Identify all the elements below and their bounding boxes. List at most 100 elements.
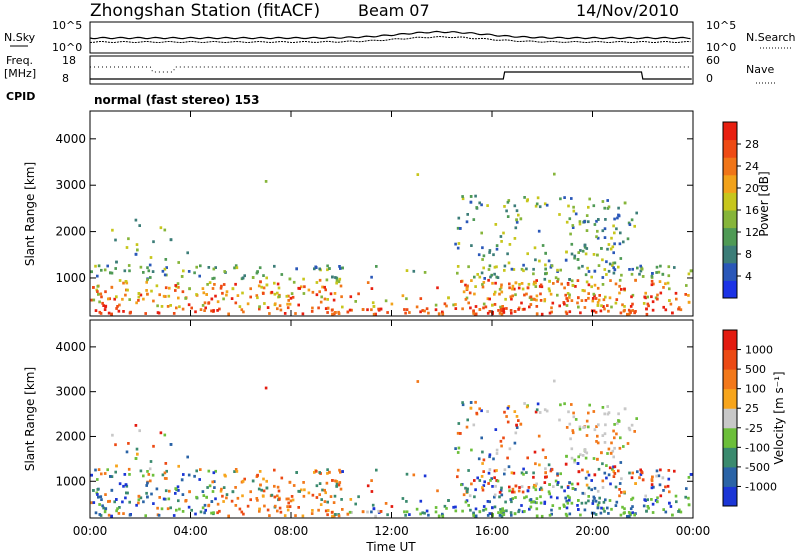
range-gate-cell	[631, 302, 634, 306]
range-gate-cell	[650, 486, 654, 490]
range-gate-cell	[108, 499, 111, 503]
range-gate-cell	[505, 209, 508, 213]
range-gate-cell	[493, 505, 497, 509]
range-gate-cell	[315, 484, 319, 488]
range-gate-cell	[210, 309, 213, 313]
power-y-axis-label: Slant Range [km]	[23, 162, 37, 266]
range-gate-cell	[556, 481, 560, 484]
range-gate-cell	[488, 264, 492, 268]
range-gate-cell	[568, 310, 572, 314]
range-gate-cell	[535, 482, 538, 486]
range-gate-cell	[610, 507, 613, 511]
range-gate-cell	[289, 499, 293, 503]
range-gate-cell	[225, 293, 228, 297]
range-gate-cell	[366, 510, 369, 514]
range-gate-cell	[207, 266, 211, 269]
range-gate-cell	[655, 474, 658, 478]
range-gate-cell	[290, 495, 294, 498]
range-gate-cell	[626, 312, 629, 316]
range-gate-cell	[204, 508, 207, 512]
range-gate-cell	[238, 507, 242, 511]
range-gate-cell	[565, 250, 568, 254]
range-gate-cell	[514, 281, 518, 285]
range-gate-cell	[640, 471, 644, 475]
range-gate-cell	[534, 410, 538, 414]
range-gate-cell	[617, 206, 620, 210]
range-gate-cell	[481, 488, 485, 492]
range-gate-cell	[529, 498, 533, 501]
nave-tick-high: 60	[706, 54, 720, 67]
range-gate-cell	[593, 283, 597, 287]
y-tick-label: 3000	[55, 178, 86, 192]
range-gate-cell	[603, 509, 606, 513]
range-gate-cell	[510, 311, 513, 315]
range-gate-cell	[490, 477, 493, 480]
range-gate-cell	[151, 473, 155, 477]
range-gate-cell	[600, 451, 603, 455]
range-gate-cell	[489, 479, 492, 482]
range-gate-cell	[268, 514, 271, 517]
range-gate-cell	[195, 293, 198, 296]
range-gate-cell	[576, 504, 579, 507]
range-gate-cell	[321, 488, 324, 492]
range-gate-cell	[587, 205, 590, 209]
range-gate-cell	[90, 501, 94, 505]
range-gate-cell	[375, 265, 378, 268]
range-gate-cell	[181, 307, 185, 311]
colorbar-tick-label: 100	[745, 383, 766, 396]
range-gate-cell	[260, 488, 263, 492]
range-gate-cell	[127, 237, 130, 241]
range-gate-cell	[176, 282, 180, 285]
range-gate-cell	[194, 512, 197, 516]
range-gate-cell	[517, 419, 520, 422]
range-gate-cell	[386, 513, 389, 517]
range-gate-cell	[603, 236, 607, 239]
range-gate-cell	[113, 297, 116, 301]
range-gate-cell	[472, 423, 476, 427]
range-gate-cell	[480, 436, 483, 440]
range-gate-cell	[167, 497, 171, 501]
range-gate-cell	[107, 513, 111, 517]
range-gate-cell	[666, 281, 670, 285]
range-gate-cell	[593, 294, 596, 298]
range-gate-cell	[601, 406, 605, 409]
range-gate-cell	[152, 444, 155, 448]
range-gate-cell	[494, 484, 497, 488]
range-gate-cell	[482, 508, 485, 512]
range-gate-cell	[249, 287, 252, 291]
range-gate-cell	[486, 514, 490, 517]
range-gate-cell	[98, 513, 102, 516]
range-gate-cell	[538, 488, 542, 491]
range-gate-cell	[473, 495, 476, 499]
range-gate-cell	[571, 487, 575, 490]
range-gate-cell	[456, 475, 459, 479]
range-gate-cell	[507, 261, 511, 265]
range-gate-cell	[286, 302, 289, 306]
range-gate-cell	[178, 305, 181, 309]
range-gate-cell	[544, 267, 547, 271]
range-gate-cell	[505, 415, 508, 418]
range-gate-cell	[564, 293, 567, 297]
range-gate-cell	[578, 425, 582, 429]
range-gate-cell	[619, 311, 623, 315]
range-gate-cell	[596, 229, 599, 233]
range-gate-cell	[506, 420, 510, 424]
nave-tick-low: 0	[706, 72, 713, 85]
range-gate-cell	[493, 265, 497, 269]
range-gate-cell	[500, 510, 503, 513]
range-gate-cell	[525, 267, 528, 271]
range-gate-cell	[436, 286, 439, 290]
range-gate-cell	[540, 285, 544, 289]
range-gate-cell	[354, 300, 357, 303]
range-gate-cell	[517, 308, 520, 311]
range-gate-cell	[611, 264, 614, 267]
range-gate-cell	[612, 465, 615, 469]
range-gate-cell	[302, 481, 305, 484]
range-gate-cell	[482, 254, 486, 258]
range-gate-cell	[162, 497, 166, 501]
range-gate-cell	[318, 471, 321, 474]
range-gate-cell	[596, 236, 600, 240]
range-gate-cell	[421, 511, 424, 515]
range-gate-cell	[565, 499, 568, 503]
range-gate-cell	[596, 304, 600, 307]
